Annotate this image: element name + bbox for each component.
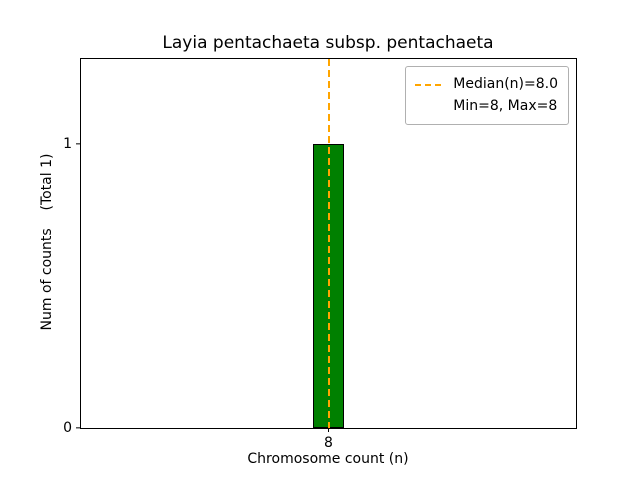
x-axis-label: Chromosome count (n) <box>247 451 409 467</box>
dashed-orange-line-icon <box>415 83 446 86</box>
chart-title: Layia pentachaeta subsp. pentachaeta <box>162 33 494 53</box>
x-tick-label: 8 <box>324 435 333 451</box>
legend: Median(n)=8.0 Min=8, Max=8 <box>405 66 569 126</box>
y-tick-label: 0 <box>63 420 72 436</box>
legend-item-minmax: Min=8, Max=8 <box>415 96 558 118</box>
legend-label-minmax: Min=8, Max=8 <box>453 97 558 114</box>
y-tick-label: 1 <box>63 136 72 153</box>
x-tick <box>327 428 330 432</box>
median-line <box>327 59 330 428</box>
legend-item-median: Median(n)=8.0 <box>415 74 558 96</box>
legend-label-median: Median(n)=8.0 <box>453 76 558 92</box>
y-axis-label: Num of counts (Total 1) <box>39 153 55 331</box>
plot-area: 0 1 8 Median(n)=8.0 Min=8, Max=8 <box>63 58 577 451</box>
y-tick <box>76 143 80 145</box>
y-tick <box>76 427 80 429</box>
